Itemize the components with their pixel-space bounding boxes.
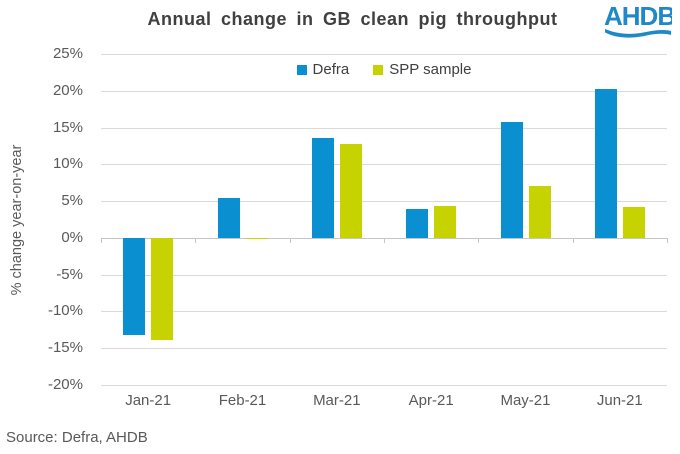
x-tick-label: May-21 — [500, 392, 551, 409]
source-note: Source: Defra, AHDB — [6, 429, 148, 446]
axis-tick — [384, 237, 385, 243]
ahdb-wave-icon — [605, 29, 671, 38]
x-tick-label: Mar-21 — [313, 392, 361, 409]
y-tick-label: 10% — [52, 155, 83, 173]
bar-defra-apr-21 — [406, 209, 429, 238]
bar-spp-sample-mar-21 — [339, 143, 362, 238]
legend-swatch-defra-icon — [296, 64, 307, 75]
axis-tick — [101, 237, 102, 243]
gridline — [101, 164, 667, 166]
bar-defra-feb-21 — [217, 198, 240, 238]
axis-tick — [195, 237, 197, 243]
bar-spp-sample-jun-21 — [622, 206, 645, 238]
gridline — [101, 90, 667, 92]
bar-defra-jun-21 — [594, 88, 617, 238]
legend-label-defra: Defra — [312, 61, 350, 78]
legend-item-defra: Defra — [296, 61, 350, 78]
ahdb-logo: AHDB — [604, 1, 676, 47]
axis-tick — [667, 237, 668, 243]
y-tick-label: 25% — [52, 45, 83, 62]
ahdb-logo-text: AHDB — [604, 3, 672, 31]
y-tick-label: 0% — [61, 228, 83, 246]
y-tick-label: -15% — [47, 339, 83, 357]
gridline — [101, 385, 667, 386]
bar-spp-sample-may-21 — [528, 185, 551, 238]
gridline — [101, 274, 667, 276]
x-tick-label: Apr-21 — [408, 392, 454, 409]
legend-swatch-spp-sample-icon — [373, 64, 384, 75]
gridline — [101, 127, 667, 129]
legend-label-spp-sample: SPP sample — [389, 61, 472, 78]
bar-defra-jan-21 — [123, 237, 146, 335]
bar-defra-may-21 — [500, 122, 523, 238]
y-tick-label: 20% — [52, 81, 83, 99]
axis-tick — [572, 237, 574, 243]
ahdb-logo-icon: AHDB — [604, 1, 676, 38]
plot-area: Defra SPP sample — [101, 54, 668, 386]
y-tick-label: 5% — [61, 192, 83, 210]
legend-item-spp-sample: SPP sample — [373, 61, 471, 78]
chart-title: Annual change in GB clean pig throughput — [147, 9, 558, 29]
gridline — [101, 201, 667, 203]
axis-tick — [478, 237, 480, 243]
gridline — [101, 348, 667, 350]
gridline — [101, 54, 667, 55]
legend: Defra SPP sample — [101, 61, 667, 78]
bar-spp-sample-apr-21 — [434, 205, 457, 238]
bar-defra-mar-21 — [311, 137, 334, 238]
x-tick-label: Jan-21 — [125, 392, 172, 409]
y-tick-label: -20% — [47, 376, 83, 393]
bar-spp-sample-jan-21 — [151, 237, 174, 341]
y-tick-label: -5% — [56, 265, 83, 283]
axis-tick — [289, 237, 291, 243]
bar-spp-sample-feb-21 — [245, 237, 268, 240]
x-tick-label: Feb-21 — [218, 392, 267, 409]
gridline — [101, 311, 667, 313]
y-tick-label: 15% — [52, 118, 83, 136]
y-tick-label: -10% — [47, 302, 83, 320]
x-tick-label: Jun-21 — [596, 392, 643, 409]
